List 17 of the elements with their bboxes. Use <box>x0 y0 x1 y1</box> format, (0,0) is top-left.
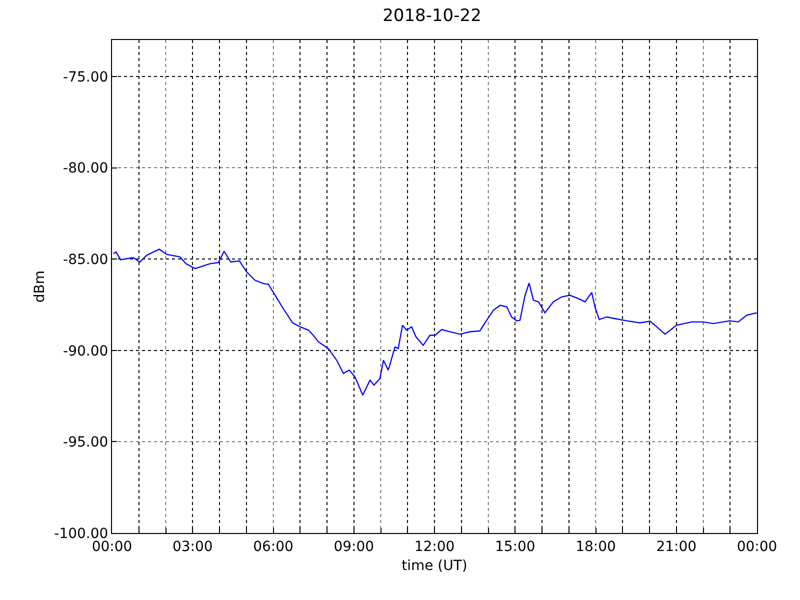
x-tick-label: 21:00 <box>656 538 697 555</box>
line-series <box>112 248 757 396</box>
y-tick-label: -90.00 <box>63 343 108 360</box>
x-tick-label: 18:00 <box>576 538 616 555</box>
x-tick-label: 09:00 <box>334 538 374 555</box>
x-tick-label: 12:00 <box>414 538 455 555</box>
x-tick-label: 06:00 <box>253 538 294 555</box>
x-tick-label: 03:00 <box>172 538 213 555</box>
y-tick-label: -95.00 <box>63 434 108 451</box>
y-axis-title: dBm <box>32 270 48 303</box>
y-tick-label: -75.00 <box>63 69 108 86</box>
x-tick-label: 15:00 <box>494 538 536 555</box>
x-axis-title: time (UT) <box>402 558 468 574</box>
y-tick-label: -80.00 <box>63 160 108 177</box>
chart-title: 2018-10-22 <box>382 6 482 26</box>
y-tick-label: -85.00 <box>63 252 108 268</box>
x-tick-label: 00:00 <box>736 538 778 555</box>
